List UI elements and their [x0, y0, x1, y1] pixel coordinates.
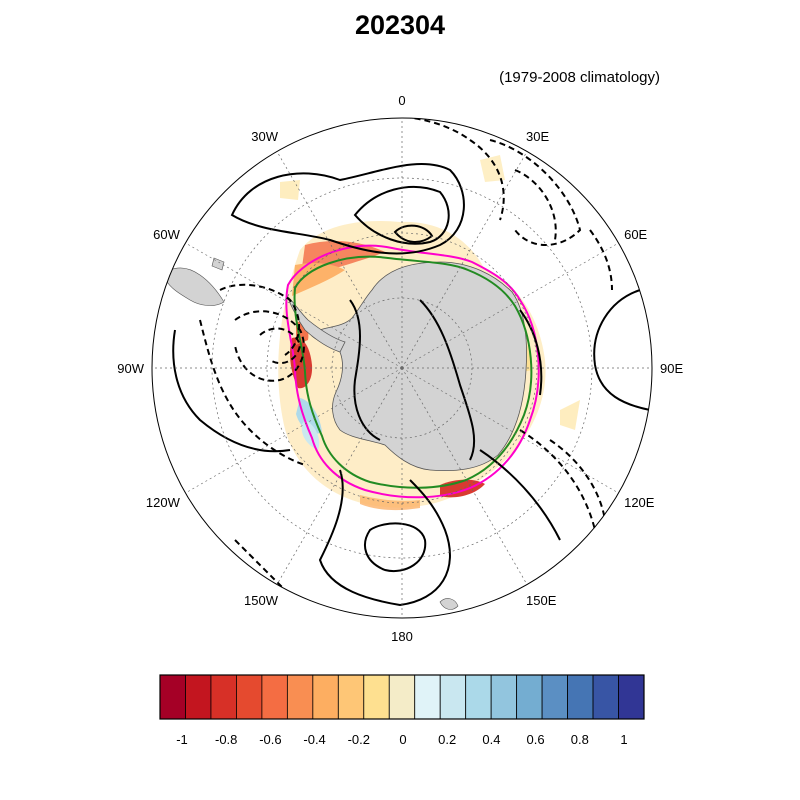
map-boundary — [151, 117, 653, 619]
meridian-line — [401, 367, 619, 494]
longitude-label-90e: 90E — [660, 361, 683, 376]
colorbar-tick-label: 0 — [399, 732, 406, 747]
graticule — [152, 118, 652, 618]
meridian-line — [401, 242, 619, 369]
colorbar-swatch — [337, 674, 365, 720]
longitude-label-90w: 90W — [117, 361, 144, 376]
island-landmass — [211, 257, 225, 271]
longitude-label-60w: 60W — [153, 227, 180, 242]
colorbar-swatch — [592, 674, 619, 720]
colorbar-swatch — [286, 674, 314, 720]
colorbar-tick-label: -0.6 — [259, 732, 281, 747]
colorbar-tick-label: -0.4 — [303, 732, 325, 747]
colorbar-swatch — [312, 674, 339, 720]
longitude-label-60e: 60E — [624, 227, 647, 242]
longitude-label-30e: 30E — [526, 129, 549, 144]
colorbar-swatch — [210, 674, 237, 720]
colorbar-swatch — [541, 674, 568, 720]
colorbar-swatch — [618, 674, 645, 720]
colorbar-tick-label: 0.2 — [438, 732, 456, 747]
colorbar-frame — [159, 674, 645, 720]
climatology-subtitle: (1979-2008 climatology) — [499, 69, 660, 86]
colorbar-swatch — [388, 674, 416, 720]
negative-contours — [199, 118, 613, 591]
longitude-label-120w: 120W — [146, 495, 181, 510]
longitude-label-30w: 30W — [251, 129, 278, 144]
colorbar-tick-label: -1 — [176, 732, 188, 747]
meridian-line — [276, 367, 403, 585]
longitude-labels: 0 30E 60E 90E 120E 150E 180 150W 120W 90W 60W 30W — [117, 93, 683, 644]
colorbar-swatch — [465, 674, 492, 720]
colorbar-swatch — [516, 674, 543, 720]
colorbar-tick-label: -0.8 — [215, 732, 237, 747]
colorbar-swatch — [236, 674, 263, 720]
parallel-circle — [211, 177, 593, 559]
colorbar-tick-label: -0.2 — [348, 732, 370, 747]
longitude-label-120e: 120E — [624, 495, 655, 510]
colorbar-tick-label: 0.8 — [571, 732, 589, 747]
meridian-line — [276, 151, 403, 369]
colorbar-swatch — [261, 674, 288, 720]
parallel-circle — [331, 297, 473, 439]
new-zealand-landmass — [439, 598, 459, 610]
colorbar-swatch — [439, 674, 467, 720]
colorbar-swatch — [567, 674, 594, 720]
colorbar-swatch — [414, 674, 441, 720]
longitude-label-180: 180 — [391, 629, 413, 644]
colorbar-swatch — [185, 674, 212, 720]
longitude-label-0: 0 — [398, 93, 405, 108]
colorbar-swatch — [363, 674, 390, 720]
colorbar-tick-label: 0.6 — [527, 732, 545, 747]
meridian-line — [401, 151, 528, 369]
colorbar-tick-label: 1 — [620, 732, 627, 747]
map-title: 202304 — [354, 10, 446, 40]
parallel-circle — [266, 232, 538, 504]
south-america-landmass — [165, 267, 225, 306]
colorbar-swatch — [490, 674, 518, 720]
ice-edge-climatology — [293, 255, 533, 489]
colorbar-swatch — [159, 674, 186, 720]
colorbar-tick-label: 0.4 — [482, 732, 500, 747]
meridian-line — [185, 367, 403, 494]
colorbar: -1 -0.8 -0.6 -0.4 -0.2 0 0.2 0.4 0.6 0.8 1 — [159, 674, 645, 747]
longitude-label-150e: 150E — [526, 593, 557, 608]
meridian-line — [401, 367, 528, 585]
meridian-line — [185, 242, 403, 369]
positive-contours — [154, 163, 651, 607]
longitude-label-150w: 150W — [244, 593, 279, 608]
